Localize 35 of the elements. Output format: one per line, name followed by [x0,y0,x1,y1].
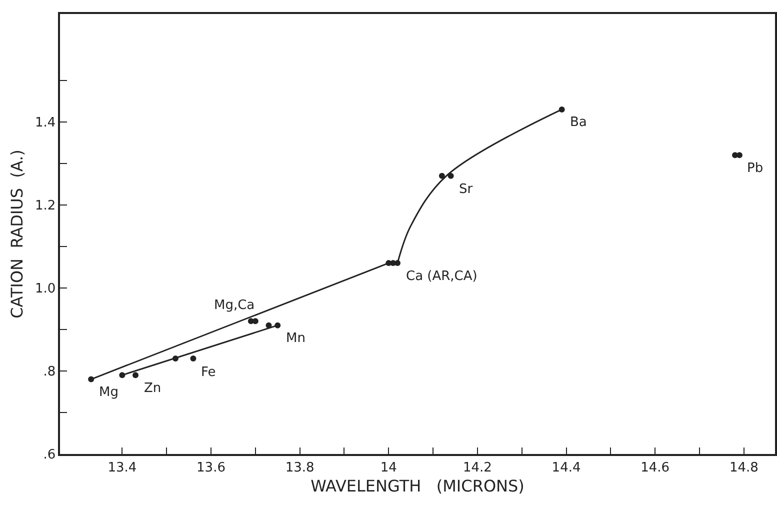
annotation: Fe [201,365,216,380]
annotation: Mg [99,385,118,400]
point [132,372,138,378]
point [558,106,565,112]
annotation: Zn [144,381,162,396]
point [438,172,445,179]
annotation: Ba [570,115,587,130]
annotation: Ca (AR,CA) [406,269,478,284]
x-tick-label: 13.4 [108,460,137,476]
x-tick-label: 13.6 [196,460,226,476]
y-tick-label: 1.4 [34,115,56,130]
x-axis-title: WAVELENGTH (MICRONS) [310,476,524,496]
annotation: Mn [286,331,306,346]
point [266,322,272,328]
x-tick-label: 14.8 [729,460,758,476]
annotation: Pb [747,161,764,176]
point [190,356,196,362]
x-tick-label: 14.6 [640,460,670,476]
point [119,372,126,378]
point [394,260,401,266]
x-tick-label: 14 [380,460,397,476]
annotation: Sr [459,182,474,197]
point [172,356,178,362]
x-tick-label: 13.8 [285,460,314,476]
point [448,172,454,179]
point [88,376,94,382]
annotation: Mg,Ca [214,298,255,313]
x-tick-label: 14.4 [552,460,581,476]
x-tick-label: 14.2 [462,460,492,476]
y-tick-label: .6 [43,448,56,463]
y-axis-title: CATION RADIUS (A.) [7,150,26,318]
y-tick-label: .8 [43,364,56,380]
y-tick-label: 1.2 [34,198,56,214]
y-tick-label: 1.0 [34,282,56,297]
point [274,322,281,328]
